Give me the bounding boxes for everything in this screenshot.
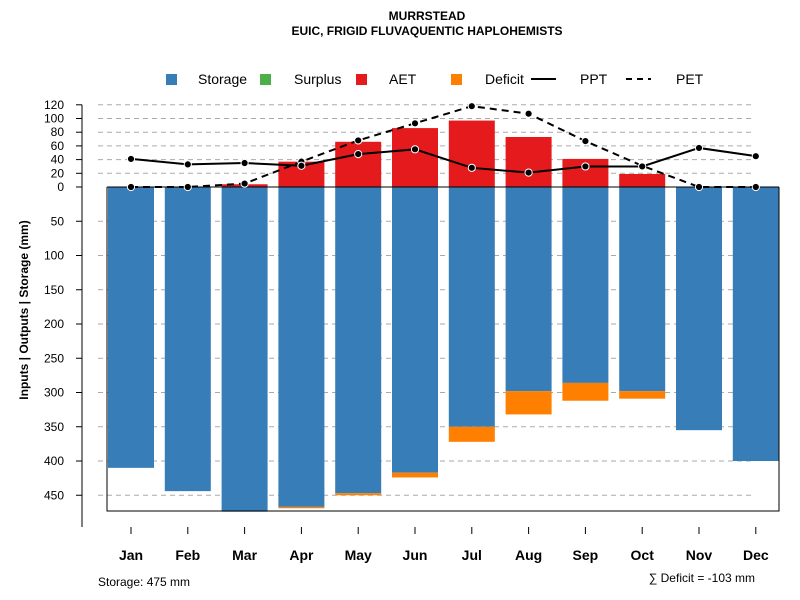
deficit-note: ∑ Deficit = -103 mm xyxy=(649,571,755,585)
x-tick-label-sep: Sep xyxy=(573,547,599,563)
storage-bar-nov xyxy=(676,187,722,431)
chart-legend: Storage Surplus AET Deficit PPT PET xyxy=(166,71,704,87)
chart-subtitle: EUIC, FRIGID FLUVAQUENTIC HAPLOHEMISTS xyxy=(291,24,562,38)
pet-point-nov xyxy=(694,182,704,192)
pet-line xyxy=(131,105,756,188)
y-tick-label: 250 xyxy=(44,351,64,365)
pet-point-dec xyxy=(751,182,760,192)
legend-label-surplus: Surplus xyxy=(294,71,341,87)
ppt-point-jul xyxy=(467,163,476,172)
chart-title: MURRSTEAD xyxy=(389,9,466,23)
pet-point-jul xyxy=(467,102,476,111)
storage-bar-aug xyxy=(505,187,552,392)
ppt-point-sep xyxy=(581,162,590,171)
ppt-point-jun xyxy=(410,145,420,154)
storage-bar-mar xyxy=(221,187,268,512)
line-layer xyxy=(107,102,779,192)
storage-bar-oct xyxy=(619,187,666,392)
storage-bar-dec xyxy=(732,187,779,461)
x-tick-label-apr: Apr xyxy=(289,547,314,563)
y-tick-label: 80 xyxy=(51,125,65,139)
x-tick-label-oct: Oct xyxy=(631,547,655,563)
pet-point-jun xyxy=(410,119,420,128)
legend-label-deficit: Deficit xyxy=(485,71,524,87)
ppt-point-apr xyxy=(297,161,306,170)
ppt-point-aug xyxy=(524,168,533,177)
storage-bar-jun xyxy=(392,187,438,473)
aet-bar-jun xyxy=(392,128,438,187)
x-tick-label-may: May xyxy=(345,547,372,563)
y-tick-label: 350 xyxy=(44,420,64,434)
pet-point-mar xyxy=(240,179,249,188)
aet-bar-aug xyxy=(505,136,552,187)
x-tick-label-nov: Nov xyxy=(686,547,713,563)
ppt-line xyxy=(130,146,756,174)
storage-bar-may xyxy=(335,187,382,494)
pet-point-aug xyxy=(524,109,533,118)
x-tick-label-jun: Jun xyxy=(403,547,428,563)
y-tick-label: 100 xyxy=(44,112,64,126)
axes: 0204060801001205010015020025030035040045… xyxy=(44,98,780,563)
y-tick-label: 50 xyxy=(51,214,65,228)
y-tick-label: 40 xyxy=(51,153,65,167)
deficit-bar-sep xyxy=(562,382,609,401)
deficit-bar-may xyxy=(335,493,382,496)
ppt-point-mar xyxy=(240,158,249,168)
pet-point-jan xyxy=(126,182,136,192)
ppt-point-feb xyxy=(183,160,192,169)
y-tick-label: 400 xyxy=(44,454,64,468)
deficit-bar-oct xyxy=(619,391,666,399)
pet-point-sep xyxy=(581,137,590,146)
x-tick-label-jan: Jan xyxy=(119,547,143,563)
y-axis-label: Inputs | Outputs | Storage (mm) xyxy=(17,220,31,399)
x-tick-label-feb: Feb xyxy=(175,547,200,563)
x-tick-label-aug: Aug xyxy=(515,547,542,563)
ppt-point-dec xyxy=(751,152,760,161)
deficit-bar-aug xyxy=(505,391,552,415)
y-tick-label: 20 xyxy=(51,166,65,180)
ppt-point-nov xyxy=(694,143,704,153)
storage-bar-jul xyxy=(448,187,495,427)
legend-label-storage: Storage xyxy=(198,71,247,87)
storage-bar-jan xyxy=(108,187,154,468)
y-tick-label: 150 xyxy=(44,283,64,297)
ppt-point-jan xyxy=(126,154,136,164)
aet-bar-oct xyxy=(619,173,666,187)
legend-key-aet xyxy=(356,74,367,85)
deficit-bar-jul xyxy=(448,426,495,442)
pet-point-may xyxy=(354,136,363,145)
legend-key-deficit xyxy=(451,74,462,85)
legend-label-aet: AET xyxy=(389,71,417,87)
y-tick-label: 450 xyxy=(44,488,64,502)
x-tick-label-jul: Jul xyxy=(462,547,482,563)
storage-bar-feb xyxy=(164,187,211,492)
storage-note: Storage: 475 mm xyxy=(98,575,190,589)
y-tick-label: 120 xyxy=(44,98,64,112)
plot-frame xyxy=(106,187,780,512)
ppt-point-oct xyxy=(638,162,647,171)
storage-bar-sep xyxy=(562,187,609,383)
aet-bar-jul xyxy=(448,120,495,187)
deficit-bar-jun xyxy=(392,472,438,478)
y-tick-label: 100 xyxy=(44,249,64,263)
storage-bar-apr xyxy=(278,187,325,507)
legend-key-surplus xyxy=(260,74,271,85)
y-tick-label: 60 xyxy=(51,139,65,153)
ppt-point-may xyxy=(354,150,363,159)
y-tick-label: 0 xyxy=(57,180,64,194)
legend-key-storage xyxy=(166,74,177,85)
bar-layer xyxy=(108,120,779,512)
pet-point-feb xyxy=(183,182,192,192)
x-tick-label-dec: Dec xyxy=(743,547,769,563)
deficit-bar-apr xyxy=(278,506,325,509)
x-tick-label-mar: Mar xyxy=(232,547,257,563)
aet-bar-may xyxy=(335,141,382,187)
y-tick-label: 200 xyxy=(44,317,64,331)
y-tick-label: 300 xyxy=(44,386,64,400)
legend-label-pet: PET xyxy=(676,71,704,87)
legend-label-ppt: PPT xyxy=(580,71,608,87)
